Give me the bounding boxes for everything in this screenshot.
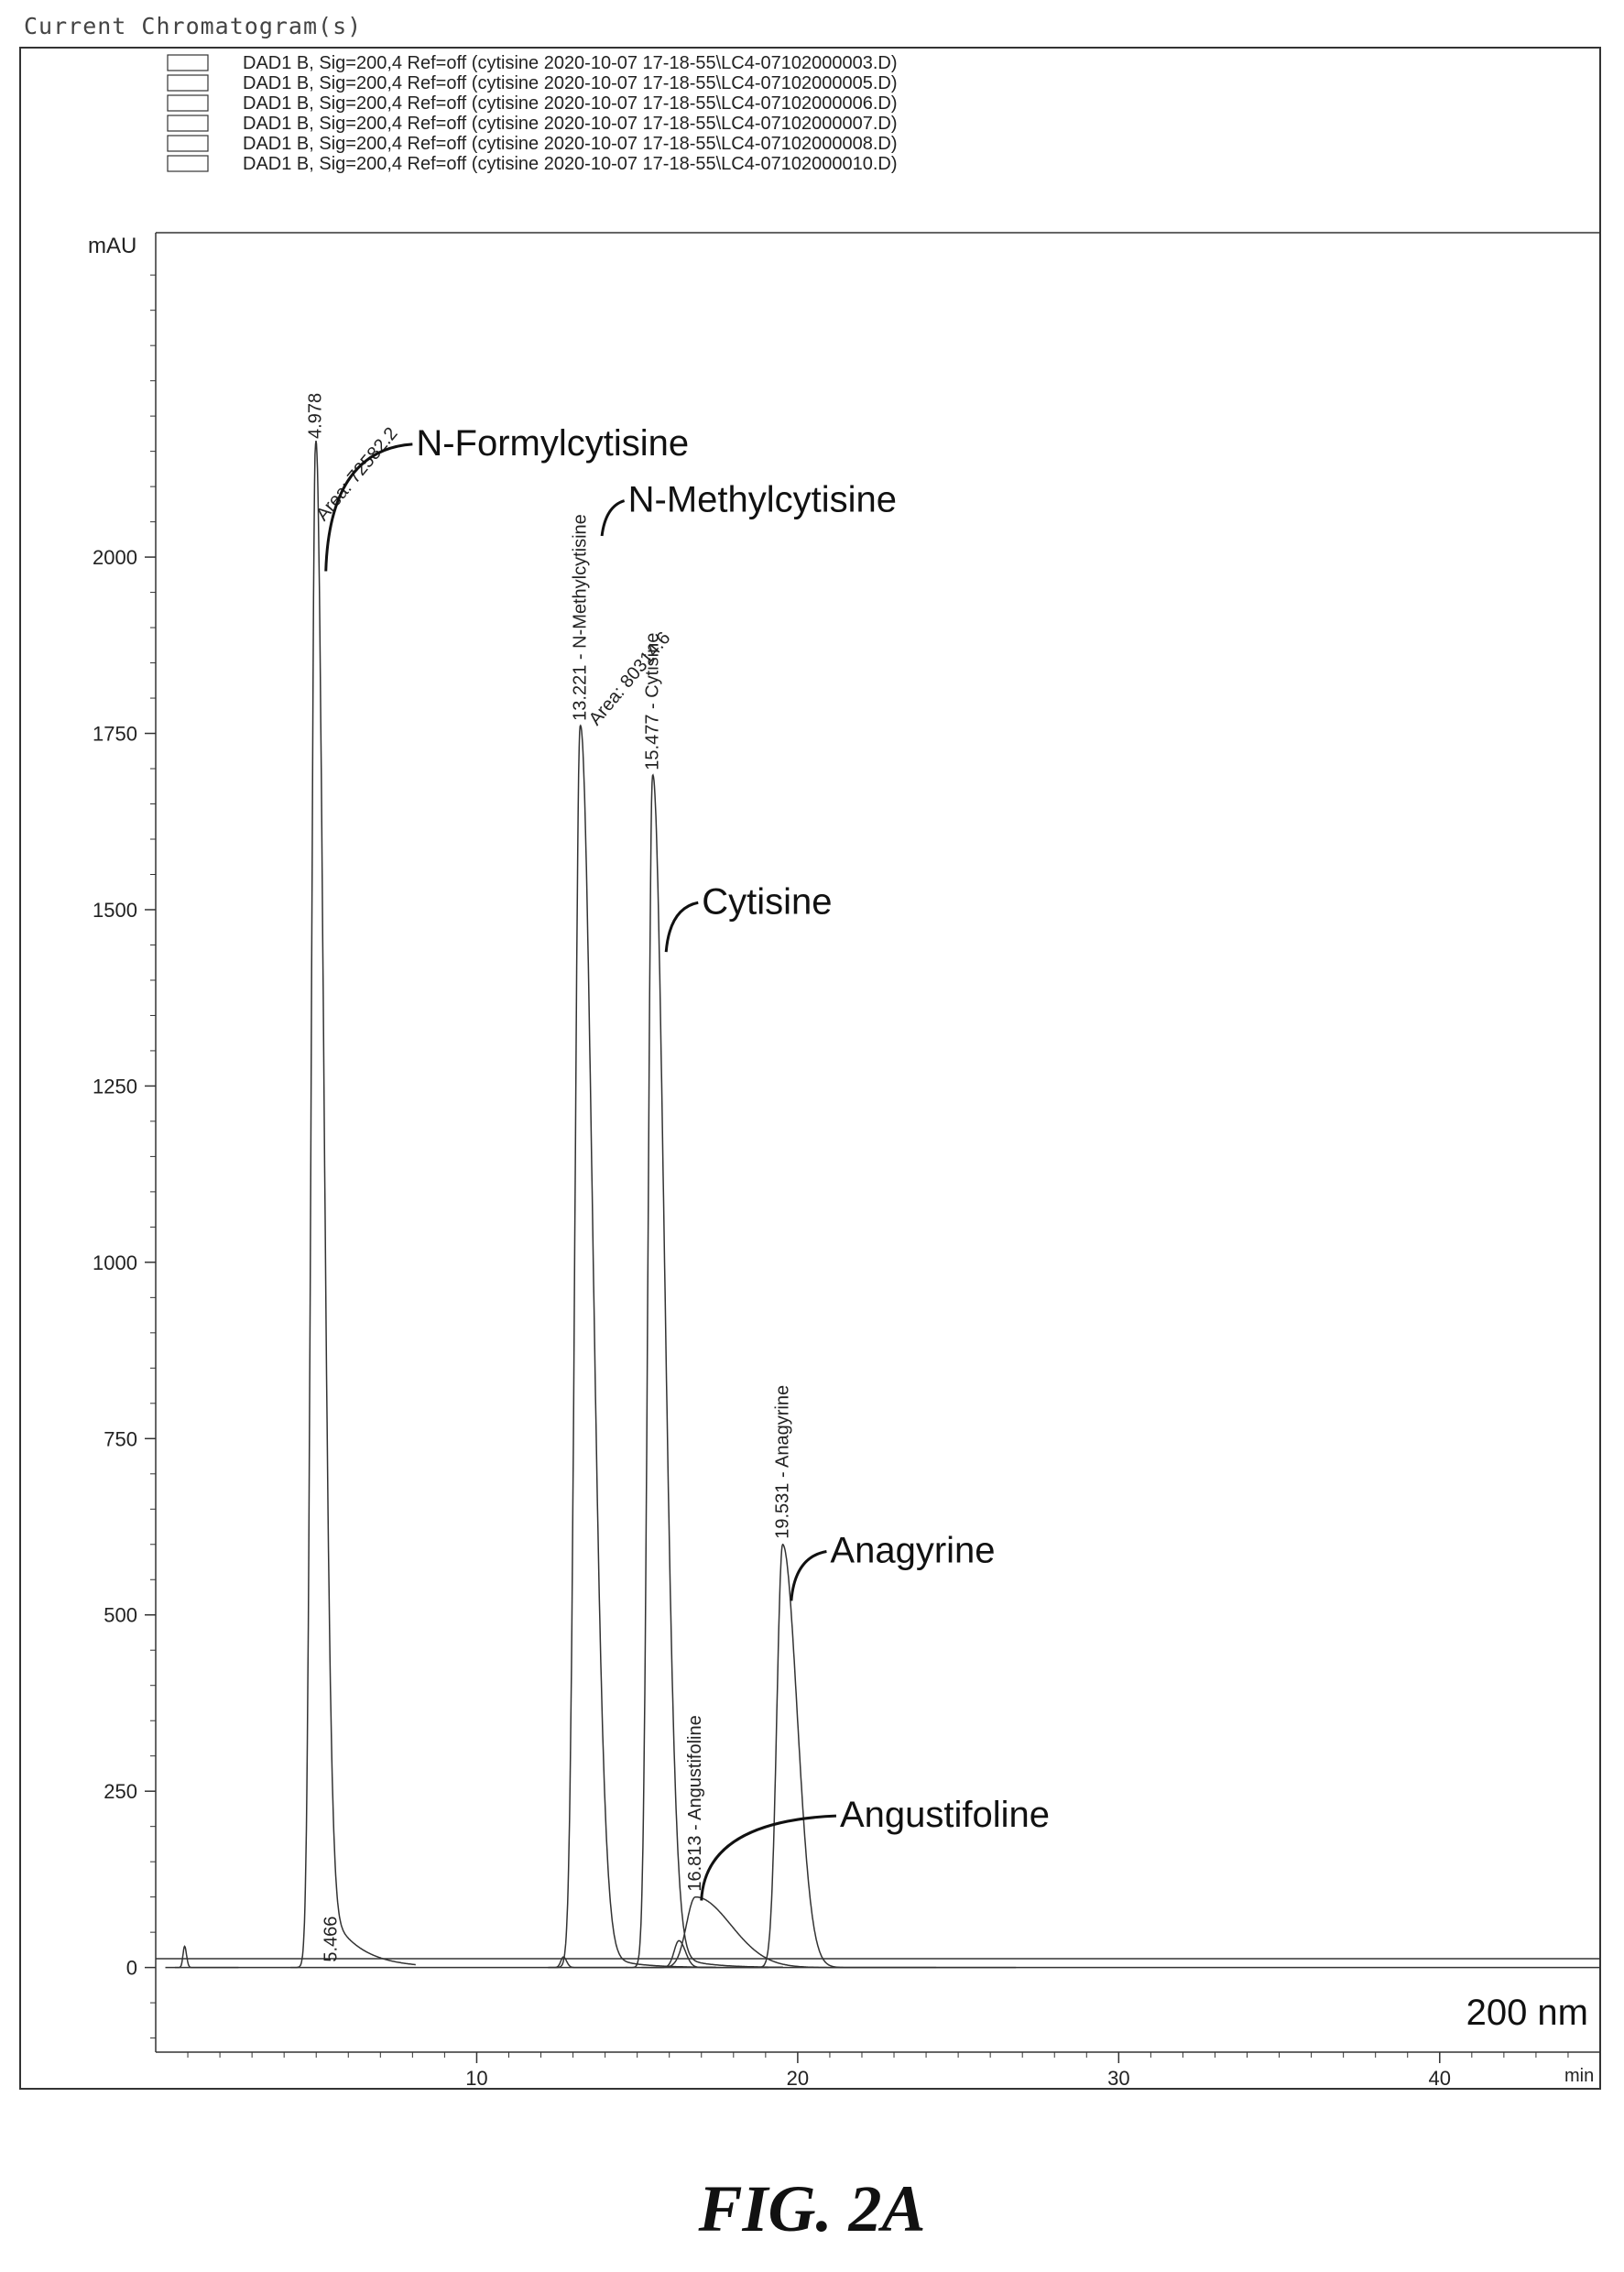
y-tick-label: 1750 xyxy=(93,723,137,746)
peak-labels: 4.978 5.466 13.221 - N-Methylcytisine 15.47… xyxy=(305,393,792,1962)
x-tick-label: 40 xyxy=(1429,2067,1451,2090)
peak-label: 4.978 xyxy=(305,393,325,439)
peak-label: 19.531 - Anagyrine xyxy=(772,1385,792,1539)
y-tick-label: 1000 xyxy=(93,1251,137,1274)
trace-peak xyxy=(747,1543,937,1969)
callout-leader xyxy=(790,1549,827,1601)
callout-label: N-Formylcytisine xyxy=(416,423,689,464)
chromatogram-chart: DAD1 B, Sig=200,4 Ref=off (cytisine 2020… xyxy=(19,47,1601,2090)
callout-label: Cytisine xyxy=(702,881,832,922)
y-ticks: 0 250 500 750 1000 1250 1500 1750 2000 xyxy=(93,274,156,2039)
callout-leader xyxy=(600,499,626,537)
legend-entry: DAD1 B, Sig=200,4 Ref=off (cytisine 2020… xyxy=(243,134,898,154)
trace-peak xyxy=(175,1945,239,1969)
y-tick-label: 500 xyxy=(104,1604,137,1627)
legend-entry: DAD1 B, Sig=200,4 Ref=off (cytisine 2020… xyxy=(243,53,898,73)
peak-label: 15.477 - Cytisine xyxy=(642,633,662,770)
callout-leader xyxy=(700,1814,837,1901)
legend-swatch xyxy=(167,115,209,132)
peak-label: 13.221 - N-Methylcytisine xyxy=(570,514,590,721)
legend-entry: DAD1 B, Sig=200,4 Ref=off (cytisine 2020… xyxy=(243,73,898,93)
legend-entry: DAD1 B, Sig=200,4 Ref=off (cytisine 2020… xyxy=(243,93,898,114)
y-tick-label: 750 xyxy=(104,1427,137,1450)
x-axis-label: min xyxy=(1564,2066,1594,2086)
legend: DAD1 B, Sig=200,4 Ref=off (cytisine 2020… xyxy=(167,53,898,174)
trace-peak xyxy=(649,1939,768,1969)
trace-peak xyxy=(290,440,416,1969)
legend-swatch xyxy=(167,54,209,71)
legend-entry: DAD1 B, Sig=200,4 Ref=off (cytisine 2020… xyxy=(243,154,898,174)
x-tick-label: 20 xyxy=(787,2067,809,2090)
traces xyxy=(165,440,1600,1969)
y-tick-label: 2000 xyxy=(93,546,137,569)
callout-label: N-Methylcytisine xyxy=(628,480,897,520)
legend-swatch xyxy=(167,74,209,92)
callout-label: Anagyrine xyxy=(830,1530,995,1570)
x-ticks: 10 20 30 40 xyxy=(187,2052,1569,2090)
peak-label: 16.813 - Angustifoline xyxy=(685,1715,705,1891)
y-tick-label: 250 xyxy=(104,1780,137,1803)
y-tick-label: 0 xyxy=(126,1957,137,1980)
area-label: Area: 72582.2 xyxy=(312,423,402,524)
legend-swatch xyxy=(167,155,209,172)
callout-leader xyxy=(664,901,699,953)
y-axis-label: mAU xyxy=(88,234,136,258)
legend-swatch xyxy=(167,94,209,112)
chart-frame xyxy=(19,47,1601,2090)
callout-label: Angustifoline xyxy=(840,1795,1050,1835)
legend-swatch xyxy=(167,135,209,152)
figure-caption: FIG. 2A xyxy=(698,2172,926,2245)
y-tick-label: 1250 xyxy=(93,1075,137,1098)
wavelength-label: 200 nm xyxy=(1466,1993,1588,2033)
peak-label: 5.466 xyxy=(322,1917,342,1962)
x-tick-label: 10 xyxy=(465,2067,487,2090)
legend-entry: DAD1 B, Sig=200,4 Ref=off (cytisine 2020… xyxy=(243,114,898,134)
trace-peak xyxy=(641,1895,1017,1969)
x-tick-label: 30 xyxy=(1107,2067,1129,2090)
callout-leader xyxy=(324,442,413,572)
y-tick-label: 1500 xyxy=(93,899,137,922)
chromatogram-header: Current Chromatogram(s) xyxy=(24,13,363,39)
callouts: N-Formylcytisine N-Methylcytisine Cytisine… xyxy=(324,423,1050,1901)
